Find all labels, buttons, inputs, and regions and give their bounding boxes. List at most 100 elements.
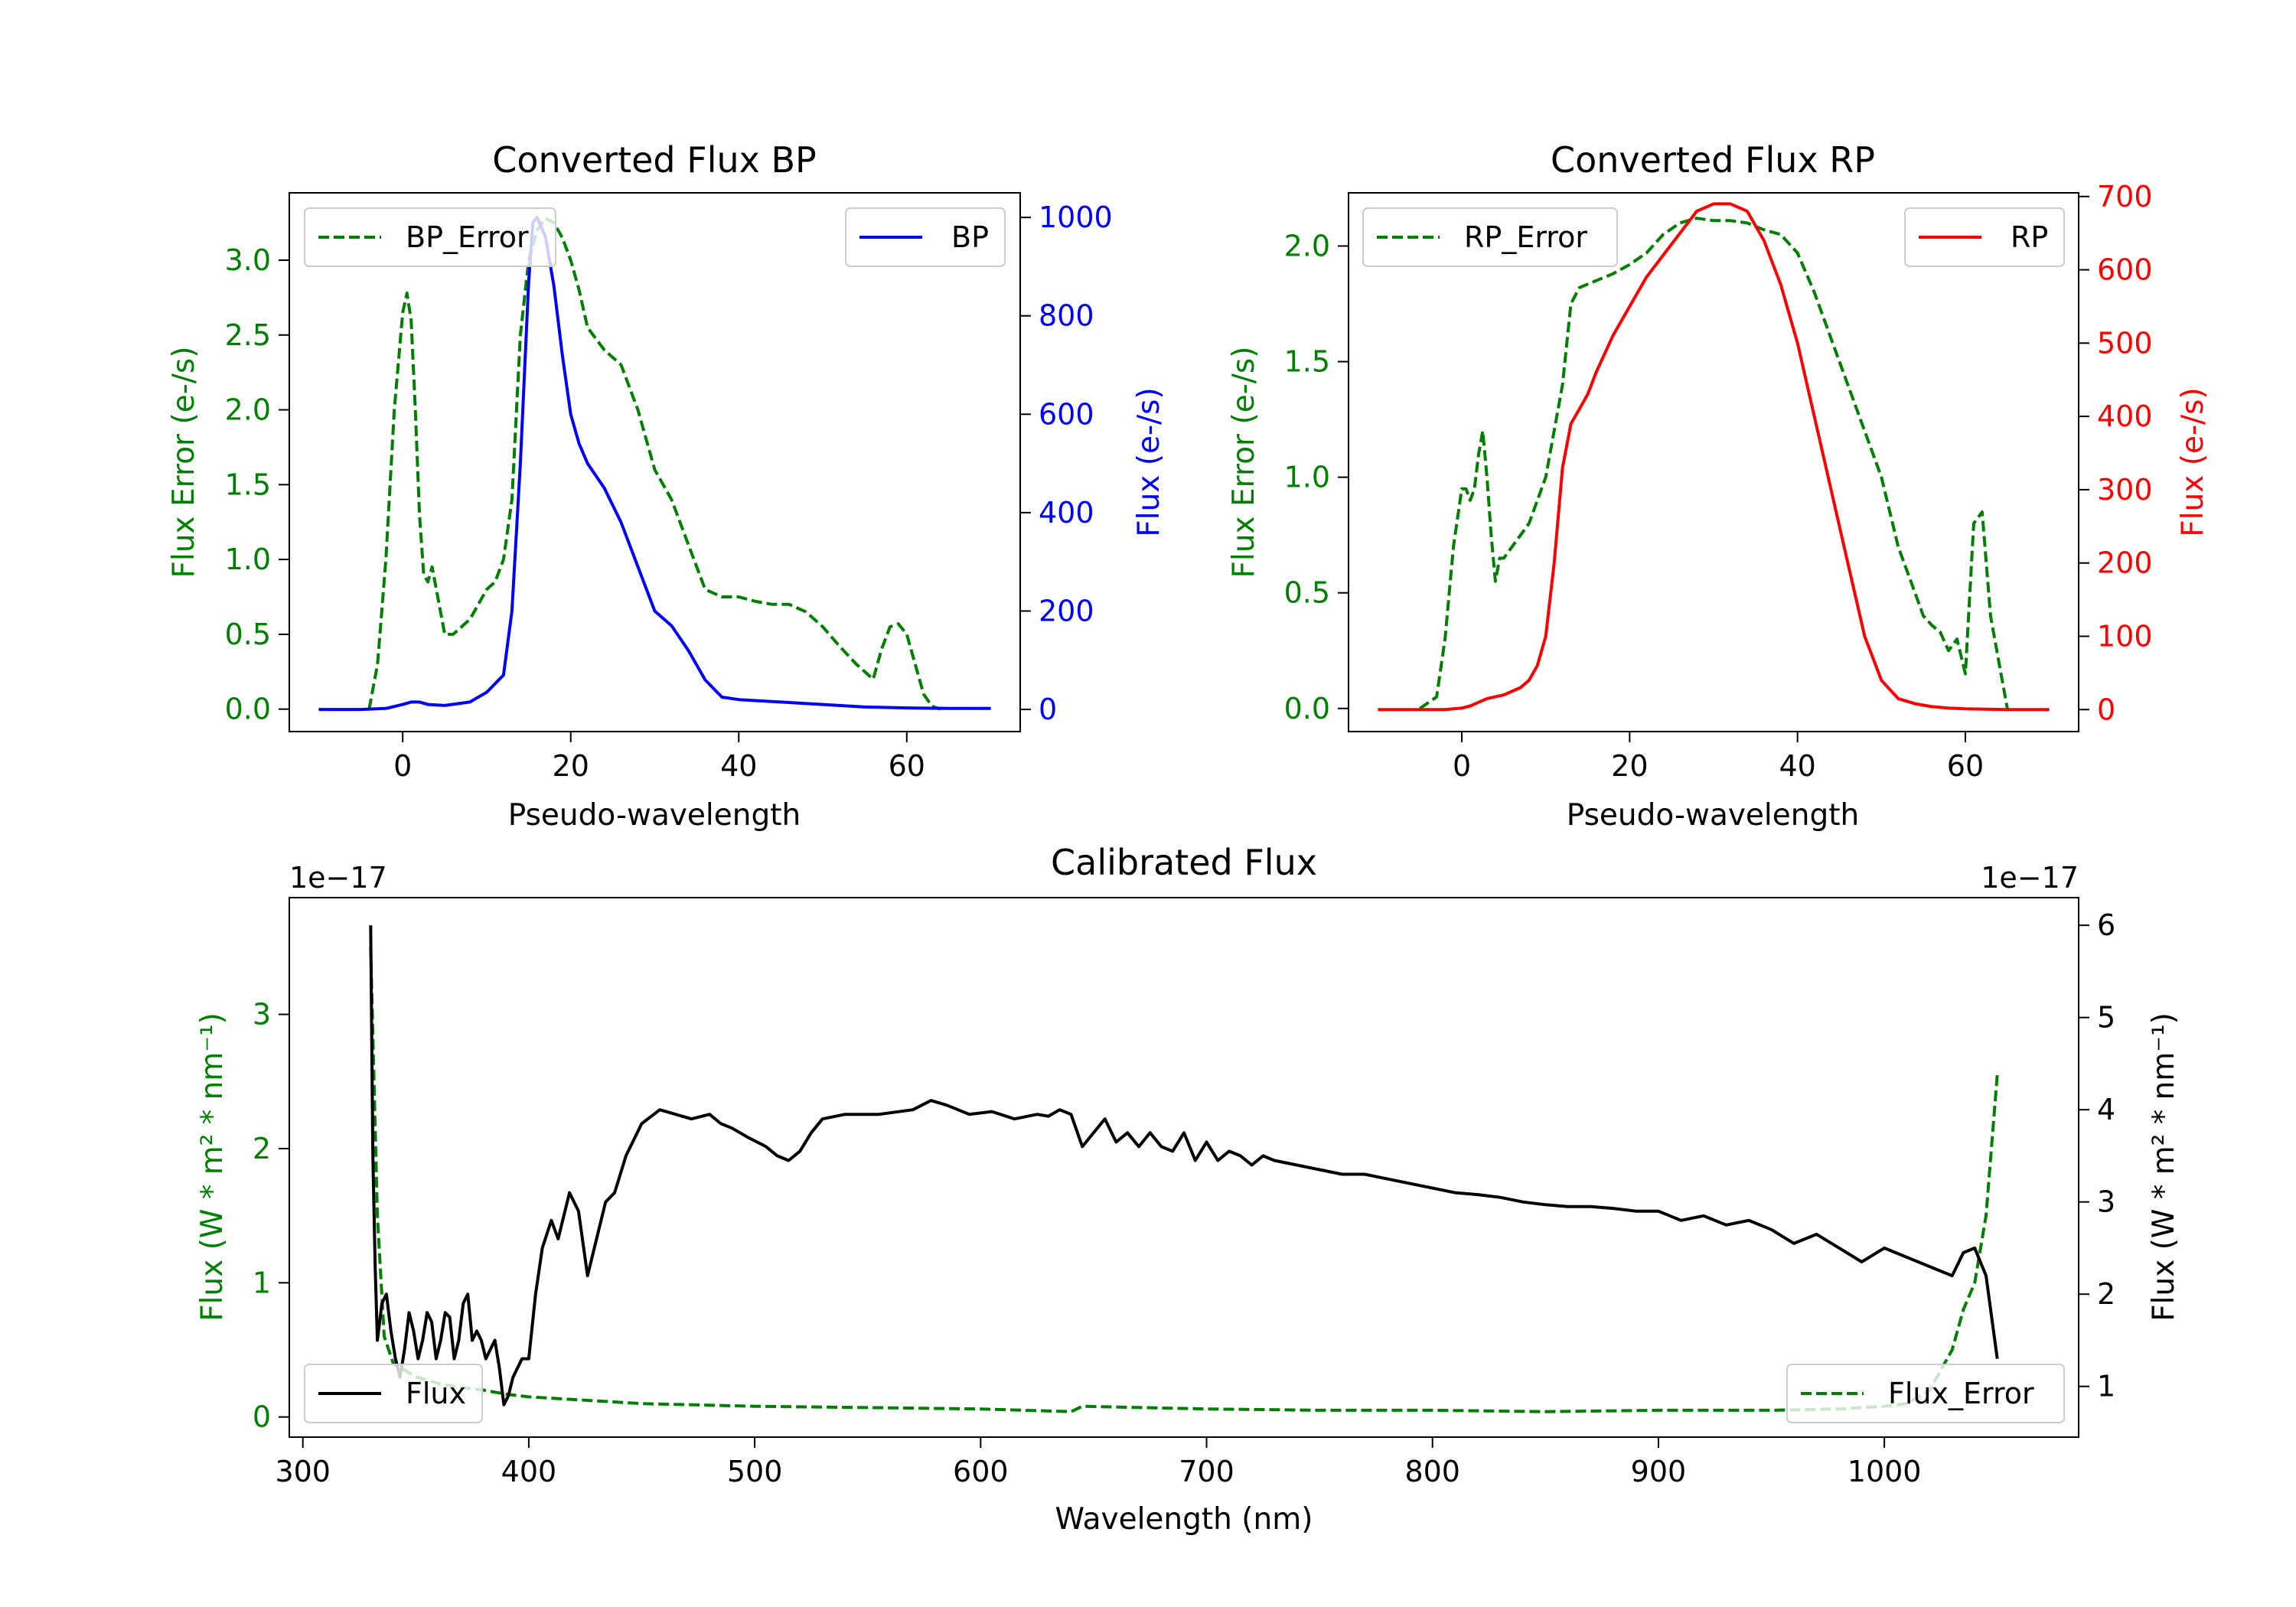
cal-y-ticks-right: 1 2 3 4 5 6 — [2079, 908, 2115, 1403]
cal-axes-frame — [289, 897, 2079, 1438]
rp-x-ticks: 0 20 40 60 — [1453, 732, 1984, 783]
bp-legend-left-text: BP_Error — [406, 220, 529, 254]
cal-series-flux-error-line — [369, 947, 1999, 1413]
cal-series-flux-line — [369, 925, 1999, 1407]
rp-legend-right: RP — [1904, 207, 2065, 267]
rp-axes-frame — [1348, 192, 2079, 732]
rp-y-right-tick-label: 300 — [2097, 473, 2153, 507]
cal-y-right-tick-label: 3 — [2097, 1185, 2115, 1219]
calibrated-panel: Calibrated Flux 300 400 500 600 700 800 900 100… — [195, 842, 2181, 1537]
bp-y-right-tick-label: 400 — [1039, 496, 1094, 530]
rp-x-tick-label: 20 — [1611, 749, 1648, 783]
bp-x-tick-label: 0 — [393, 749, 412, 783]
bp-y-right-tick-label: 0 — [1039, 693, 1057, 726]
bp-y-right-tick-label: 200 — [1039, 594, 1094, 627]
bp-y-left-tick-label: 2.0 — [225, 393, 271, 427]
bp-y-ticks-right: 0 200 400 600 800 1000 — [1020, 200, 1113, 726]
rp-legend-left-text: RP_Error — [1464, 220, 1587, 254]
rp-y-right-tick-label: 0 — [2097, 693, 2115, 726]
rp-y-left-tick-label: 1.0 — [1284, 461, 1330, 494]
cal-multiplier-right: 1e−17 — [1981, 861, 2079, 895]
cal-y-label-right: Flux (W * m² * nm⁻¹) — [2147, 1012, 2181, 1322]
bp-y-left-tick-label: 0.0 — [225, 693, 271, 726]
rp-x-label: Pseudo-wavelength — [1567, 798, 1859, 833]
cal-x-tick-label: 800 — [1404, 1455, 1460, 1488]
cal-legend-left: Flux — [304, 1364, 483, 1423]
bp-y-left-tick-label: 2.5 — [225, 318, 271, 352]
bp-y-left-tick-label: 1.0 — [225, 543, 271, 576]
rp-panel: Converted Flux RP 0 20 40 60 0.0 0.5 1.0 1.5 2.… — [1227, 139, 2210, 833]
bp-series-bp-error-line — [367, 217, 941, 711]
bp-y-right-tick-label: 600 — [1039, 397, 1094, 431]
rp-series-rp-line — [1378, 202, 2050, 712]
cal-legend-right: Flux_Error — [1786, 1364, 2065, 1423]
cal-y-left-tick-label: 0 — [253, 1400, 271, 1434]
rp-plot-area — [1378, 202, 2050, 712]
bp-y-label-left: Flux Error (e-/s) — [167, 347, 201, 579]
cal-x-tick-label: 400 — [501, 1455, 557, 1488]
bp-y-left-tick-label: 1.5 — [225, 468, 271, 501]
cal-x-tick-label: 600 — [953, 1455, 1009, 1488]
cal-y-left-tick-label: 2 — [253, 1132, 271, 1165]
cal-y-right-tick-label: 1 — [2097, 1370, 2115, 1403]
bp-y-left-tick-label: 3.0 — [225, 243, 271, 277]
bp-panel: Converted Flux BP 0 20 40 60 0.0 0.5 1.0 1.5 2.… — [167, 139, 1166, 833]
cal-legend-right-text: Flux_Error — [1888, 1377, 2034, 1410]
rp-y-left-tick-label: 0.5 — [1284, 576, 1330, 610]
rp-legend-right-text: RP — [2011, 220, 2048, 254]
cal-y-label-left: Flux (W * m² * nm⁻¹) — [195, 1012, 230, 1322]
rp-y-ticks-left: 0.0 0.5 1.0 1.5 2.0 — [1284, 229, 1349, 725]
rp-y-left-tick-label: 0.0 — [1284, 692, 1330, 725]
cal-x-tick-label: 700 — [1179, 1455, 1234, 1488]
cal-y-right-tick-label: 4 — [2097, 1093, 2115, 1126]
rp-title: Converted Flux RP — [1551, 139, 1875, 181]
cal-legend-left-text: Flux — [406, 1377, 466, 1410]
rp-y-right-tick-label: 600 — [2097, 253, 2153, 287]
bp-x-tick-label: 40 — [720, 749, 757, 783]
bp-legend-left: BP_Error — [304, 207, 556, 267]
cal-y-left-tick-label: 1 — [253, 1266, 271, 1299]
cal-y-left-tick-label: 3 — [253, 998, 271, 1032]
bp-x-label: Pseudo-wavelength — [508, 798, 801, 833]
cal-x-ticks: 300 400 500 600 700 800 900 1000 — [275, 1437, 1921, 1488]
rp-x-tick-label: 60 — [1947, 749, 1984, 783]
rp-y-left-tick-label: 2.0 — [1284, 229, 1330, 262]
bp-series-bp-line — [318, 216, 991, 712]
bp-y-label-right: Flux (e-/s) — [1132, 387, 1166, 536]
rp-y-right-tick-label: 400 — [2097, 399, 2153, 433]
rp-y-right-tick-label: 500 — [2097, 326, 2153, 360]
rp-y-label-right: Flux (e-/s) — [2176, 387, 2210, 536]
rp-y-label-left: Flux Error (e-/s) — [1227, 347, 1261, 579]
rp-y-right-tick-label: 700 — [2097, 180, 2153, 214]
bp-x-tick-label: 60 — [889, 749, 925, 783]
bp-legend-right: BP — [845, 207, 1006, 267]
bp-y-left-tick-label: 0.5 — [225, 618, 271, 651]
rp-y-right-tick-label: 200 — [2097, 546, 2153, 580]
bp-y-right-tick-label: 1000 — [1039, 200, 1113, 234]
bp-title: Converted Flux BP — [492, 139, 817, 181]
rp-x-tick-label: 0 — [1453, 749, 1471, 783]
bp-y-right-tick-label: 800 — [1039, 299, 1094, 333]
cal-y-right-tick-label: 5 — [2097, 1001, 2115, 1035]
cal-x-tick-label: 900 — [1631, 1455, 1687, 1488]
bp-axes-frame — [289, 192, 1021, 732]
bp-x-tick-label: 20 — [553, 749, 589, 783]
bp-plot-area — [318, 216, 991, 712]
cal-multiplier-left: 1e−17 — [289, 861, 387, 895]
cal-y-right-tick-label: 2 — [2097, 1277, 2115, 1311]
rp-y-left-tick-label: 1.5 — [1284, 345, 1330, 379]
cal-y-right-tick-label: 6 — [2097, 908, 2115, 942]
rp-y-ticks-right: 0 100 200 300 400 500 600 700 — [2079, 180, 2153, 726]
bp-legend-right-text: BP — [951, 220, 989, 254]
cal-plot-area — [369, 925, 1999, 1413]
cal-x-label: Wavelength (nm) — [1055, 1502, 1313, 1537]
rp-y-right-tick-label: 100 — [2097, 619, 2153, 653]
rp-series-rp-error-line — [1419, 217, 2009, 710]
rp-legend-left: RP_Error — [1362, 207, 1618, 267]
cal-y-ticks-left: 0 1 2 3 — [253, 998, 289, 1434]
bp-y-ticks-left: 0.0 0.5 1.0 1.5 2.0 2.5 3.0 — [225, 243, 289, 726]
cal-title: Calibrated Flux — [1051, 842, 1317, 883]
bp-x-ticks: 0 20 40 60 — [393, 732, 925, 783]
cal-x-tick-label: 1000 — [1848, 1455, 1922, 1488]
